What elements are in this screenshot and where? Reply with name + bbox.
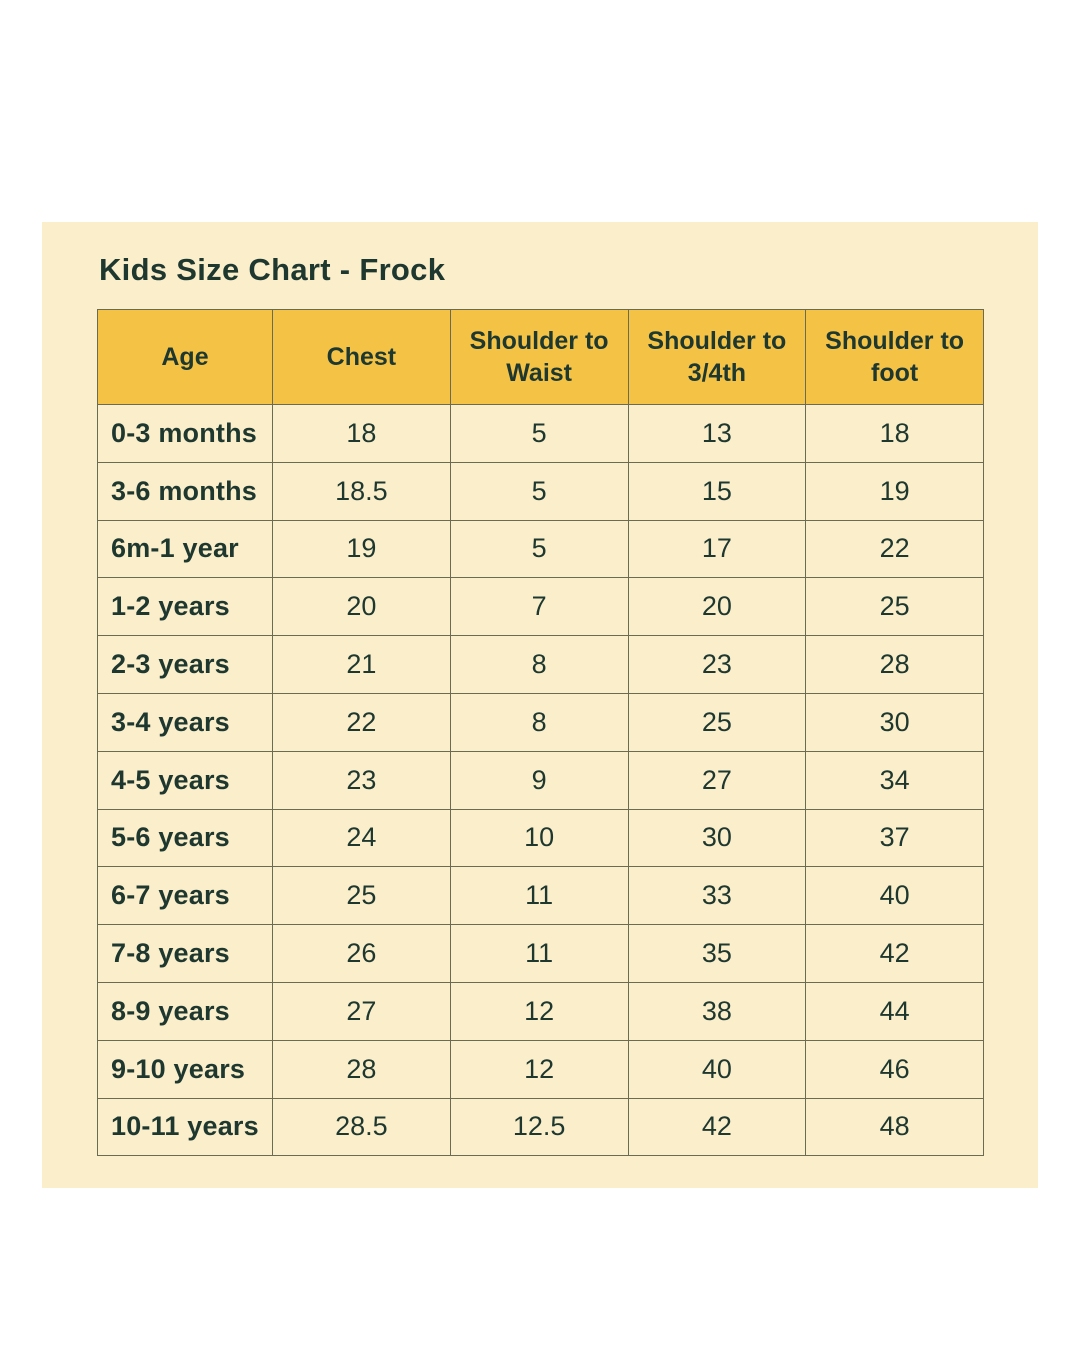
table-row: 0-3 months 18 5 13 18: [97, 404, 984, 463]
age-cell: 5-6 years: [97, 808, 273, 868]
age-cell: 3-4 years: [97, 692, 273, 752]
value-cell: 37: [805, 808, 984, 868]
value-cell: 8: [449, 692, 629, 752]
value-cell: 12.5: [449, 1097, 629, 1157]
value-cell: 40: [627, 1039, 807, 1099]
table-row: 2-3 years 21 8 23 28: [97, 635, 984, 694]
value-cell: 8: [449, 635, 629, 694]
value-cell: 10: [449, 808, 629, 868]
value-cell: 20: [272, 577, 451, 637]
age-cell: 6-7 years: [97, 866, 273, 926]
value-cell: 28: [805, 635, 984, 694]
value-cell: 25: [627, 692, 807, 752]
value-cell: 5: [449, 519, 629, 579]
value-cell: 15: [627, 461, 807, 521]
age-cell: 8-9 years: [97, 981, 273, 1041]
value-cell: 11: [449, 866, 629, 926]
table-row: 4-5 years 23 9 27 34: [97, 750, 984, 810]
table-row: 6m-1 year 19 5 17 22: [97, 519, 984, 579]
value-cell: 35: [627, 924, 807, 983]
value-cell: 42: [627, 1097, 807, 1157]
table-row: 7-8 years 26 11 35 42: [97, 924, 984, 983]
value-cell: 40: [805, 866, 984, 926]
value-cell: 22: [272, 692, 451, 752]
header-row: Age Chest Shoulder to Waist Shoulder to 3/4…: [97, 309, 984, 405]
table-row: 1-2 years 20 7 20 25: [97, 577, 984, 637]
age-cell: 1-2 years: [97, 577, 273, 637]
table-body: 0-3 months 18 5 13 18 3-6 months 18.5 5 15 19 6m-1…: [97, 404, 984, 1157]
value-cell: 5: [449, 404, 629, 463]
value-cell: 24: [272, 808, 451, 868]
age-cell: 2-3 years: [97, 635, 273, 694]
value-cell: 27: [627, 750, 807, 810]
value-cell: 9: [449, 750, 629, 810]
value-cell: 26: [272, 924, 451, 983]
table-row: 9-10 years 28 12 40 46: [97, 1039, 984, 1099]
value-cell: 18.5: [272, 461, 451, 521]
value-cell: 38: [627, 981, 807, 1041]
value-cell: 12: [449, 981, 629, 1041]
value-cell: 21: [272, 635, 451, 694]
age-cell: 6m-1 year: [97, 519, 273, 579]
value-cell: 19: [805, 461, 984, 521]
column-header: Chest: [272, 309, 451, 405]
column-header: Shoulder to foot: [805, 309, 984, 405]
table-row: 6-7 years 25 11 33 40: [97, 866, 984, 926]
value-cell: 11: [449, 924, 629, 983]
value-cell: 25: [272, 866, 451, 926]
table-row: 3-6 months 18.5 5 15 19: [97, 461, 984, 521]
value-cell: 30: [627, 808, 807, 868]
age-cell: 3-6 months: [97, 461, 273, 521]
value-cell: 44: [805, 981, 984, 1041]
value-cell: 42: [805, 924, 984, 983]
value-cell: 28: [272, 1039, 451, 1099]
age-cell: 7-8 years: [97, 924, 273, 983]
value-cell: 34: [805, 750, 984, 810]
table-row: 5-6 years 24 10 30 37: [97, 808, 984, 868]
column-header: Age: [97, 309, 273, 405]
age-cell: 4-5 years: [97, 750, 273, 810]
value-cell: 30: [805, 692, 984, 752]
table-row: 3-4 years 22 8 25 30: [97, 692, 984, 752]
value-cell: 18: [805, 404, 984, 463]
value-cell: 20: [627, 577, 807, 637]
value-cell: 25: [805, 577, 984, 637]
table-row: 8-9 years 27 12 38 44: [97, 981, 984, 1041]
value-cell: 5: [449, 461, 629, 521]
age-cell: 10-11 years: [97, 1097, 273, 1157]
value-cell: 23: [272, 750, 451, 810]
value-cell: 27: [272, 981, 451, 1041]
column-header: Shoulder to Waist: [449, 309, 629, 405]
value-cell: 13: [627, 404, 807, 463]
column-header: Shoulder to 3/4th: [627, 309, 807, 405]
value-cell: 12: [449, 1039, 629, 1099]
size-table: Age Chest Shoulder to Waist Shoulder to 3/4…: [97, 309, 984, 1157]
value-cell: 46: [805, 1039, 984, 1099]
size-chart-card: Kids Size Chart - Frock Age Chest Shoulder…: [42, 222, 1038, 1188]
value-cell: 7: [449, 577, 629, 637]
value-cell: 22: [805, 519, 984, 579]
table-header: Age Chest Shoulder to Waist Shoulder to 3/4…: [97, 309, 984, 405]
value-cell: 48: [805, 1097, 984, 1157]
value-cell: 28.5: [272, 1097, 451, 1157]
value-cell: 17: [627, 519, 807, 579]
chart-title: Kids Size Chart - Frock: [99, 252, 446, 287]
age-cell: 9-10 years: [97, 1039, 273, 1099]
age-cell: 0-3 months: [97, 404, 273, 463]
value-cell: 33: [627, 866, 807, 926]
value-cell: 23: [627, 635, 807, 694]
value-cell: 18: [272, 404, 451, 463]
table-row: 10-11 years 28.5 12.5 42 48: [97, 1097, 984, 1157]
value-cell: 19: [272, 519, 451, 579]
